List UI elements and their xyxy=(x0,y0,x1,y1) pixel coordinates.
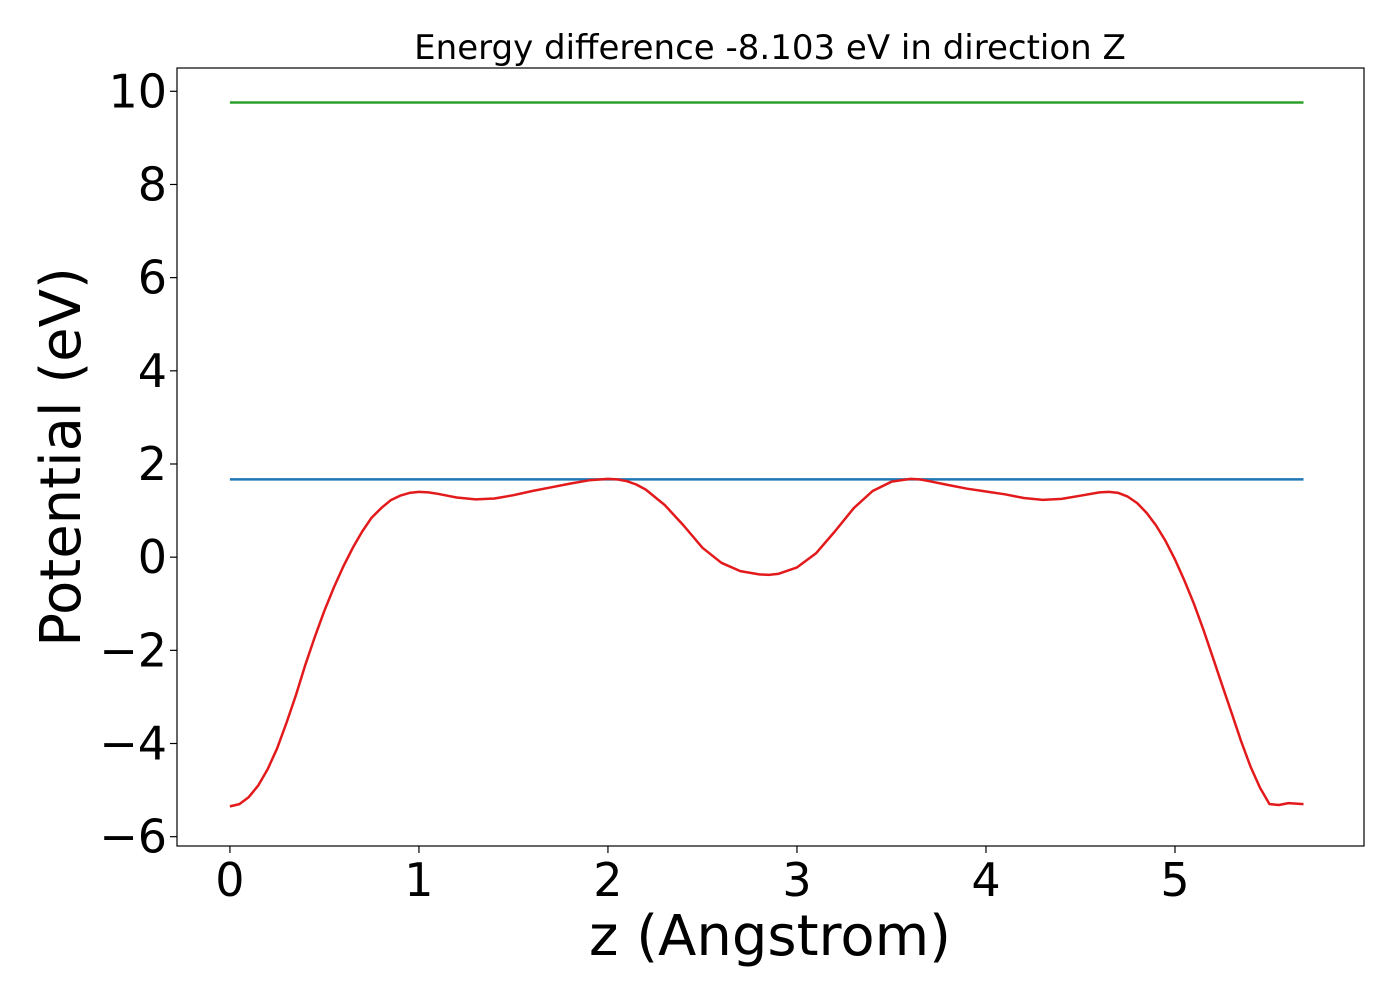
y-tick-label: 10 xyxy=(108,64,167,118)
x-tick-label: 0 xyxy=(215,853,244,907)
x-tick-label: 2 xyxy=(593,853,622,907)
x-axis-label: z (Angstrom) xyxy=(589,904,951,969)
x-axis-ticks: 0 1 2 3 4 5 xyxy=(215,846,1190,907)
y-tick-label: 8 xyxy=(138,157,167,211)
y-tick-label: −2 xyxy=(99,623,167,677)
y-tick-label: 2 xyxy=(138,437,167,491)
y-tick-label: −6 xyxy=(99,810,167,864)
y-axis-ticks: −6 −4 −2 0 2 4 6 8 10 xyxy=(99,64,177,864)
x-tick-label: 1 xyxy=(404,853,433,907)
y-axis-label: Potential (eV) xyxy=(29,267,94,647)
x-tick-label: 5 xyxy=(1160,853,1189,907)
x-tick-label: 4 xyxy=(971,853,1000,907)
plot-lines xyxy=(229,101,1304,808)
plot-frame xyxy=(176,67,1365,847)
series-line-2 xyxy=(229,477,1304,808)
y-tick-label: 4 xyxy=(138,344,167,398)
x-tick-label: 3 xyxy=(782,853,811,907)
y-tick-label: 6 xyxy=(138,251,167,305)
chart-title: Energy difference -8.103 eV in direction… xyxy=(414,28,1126,68)
y-tick-label: 0 xyxy=(138,530,167,584)
y-tick-label: −4 xyxy=(99,717,167,771)
